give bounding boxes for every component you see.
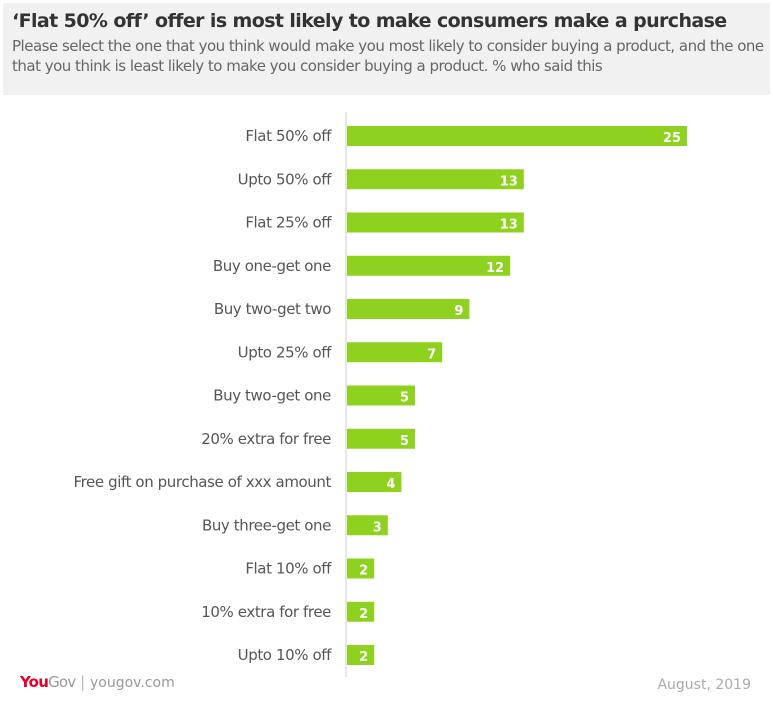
header: ‘Flat 50% off’ offer is most likely to m… [3, 3, 770, 95]
bar [347, 515, 388, 536]
data-label: 12 [486, 261, 504, 276]
data-label: 5 [400, 391, 409, 406]
bar [347, 428, 415, 449]
logo-you: You [20, 673, 49, 691]
date-label: August, 2019 [657, 677, 751, 693]
data-label: 4 [386, 477, 395, 492]
bar [347, 212, 524, 233]
category-label: Flat 10% off [245, 560, 332, 578]
bar [347, 472, 402, 492]
chart-subtitle: Please select the one that you think wou… [12, 37, 764, 75]
bar [347, 126, 687, 146]
category-label: Flat 25% off [245, 214, 332, 232]
yougov-logo[interactable]: YouGov | yougov.com [20, 673, 175, 691]
category-label: Free gift on purchase of xxx amount [73, 473, 331, 491]
logo-gov: Gov [48, 673, 76, 691]
data-label: 5 [400, 434, 409, 449]
bar [347, 645, 375, 665]
category-label: Upto 10% off [238, 646, 332, 664]
bar [347, 601, 375, 622]
category-label: Buy two-get two [214, 300, 331, 318]
data-label: 13 [500, 174, 518, 189]
category-label: Flat 50% off [245, 127, 332, 145]
category-label: 20% extra for free [201, 430, 331, 448]
data-label: 9 [454, 304, 463, 319]
category-label: Upto 50% off [238, 170, 332, 188]
site-url: yougov.com [89, 675, 175, 691]
data-label: 25 [663, 131, 681, 146]
data-label: 2 [359, 564, 368, 579]
data-label: 13 [500, 218, 518, 233]
chart-title: ‘Flat 50% off’ offer is most likely to m… [12, 10, 727, 32]
bar [347, 558, 375, 579]
category-label: Buy one-get one [213, 257, 331, 275]
category-label: 10% extra for free [201, 603, 331, 621]
bar [347, 299, 470, 319]
data-label: 2 [359, 607, 368, 622]
data-label: 3 [373, 520, 382, 535]
bar [347, 342, 443, 363]
category-label: Buy three-get one [202, 516, 331, 534]
bar [347, 255, 511, 276]
category-label: Buy two-get one [213, 387, 331, 405]
bar [347, 169, 524, 190]
data-label: 2 [359, 650, 368, 665]
data-label: 7 [427, 347, 436, 362]
bar [347, 385, 415, 406]
category-label: Upto 25% off [238, 343, 332, 361]
